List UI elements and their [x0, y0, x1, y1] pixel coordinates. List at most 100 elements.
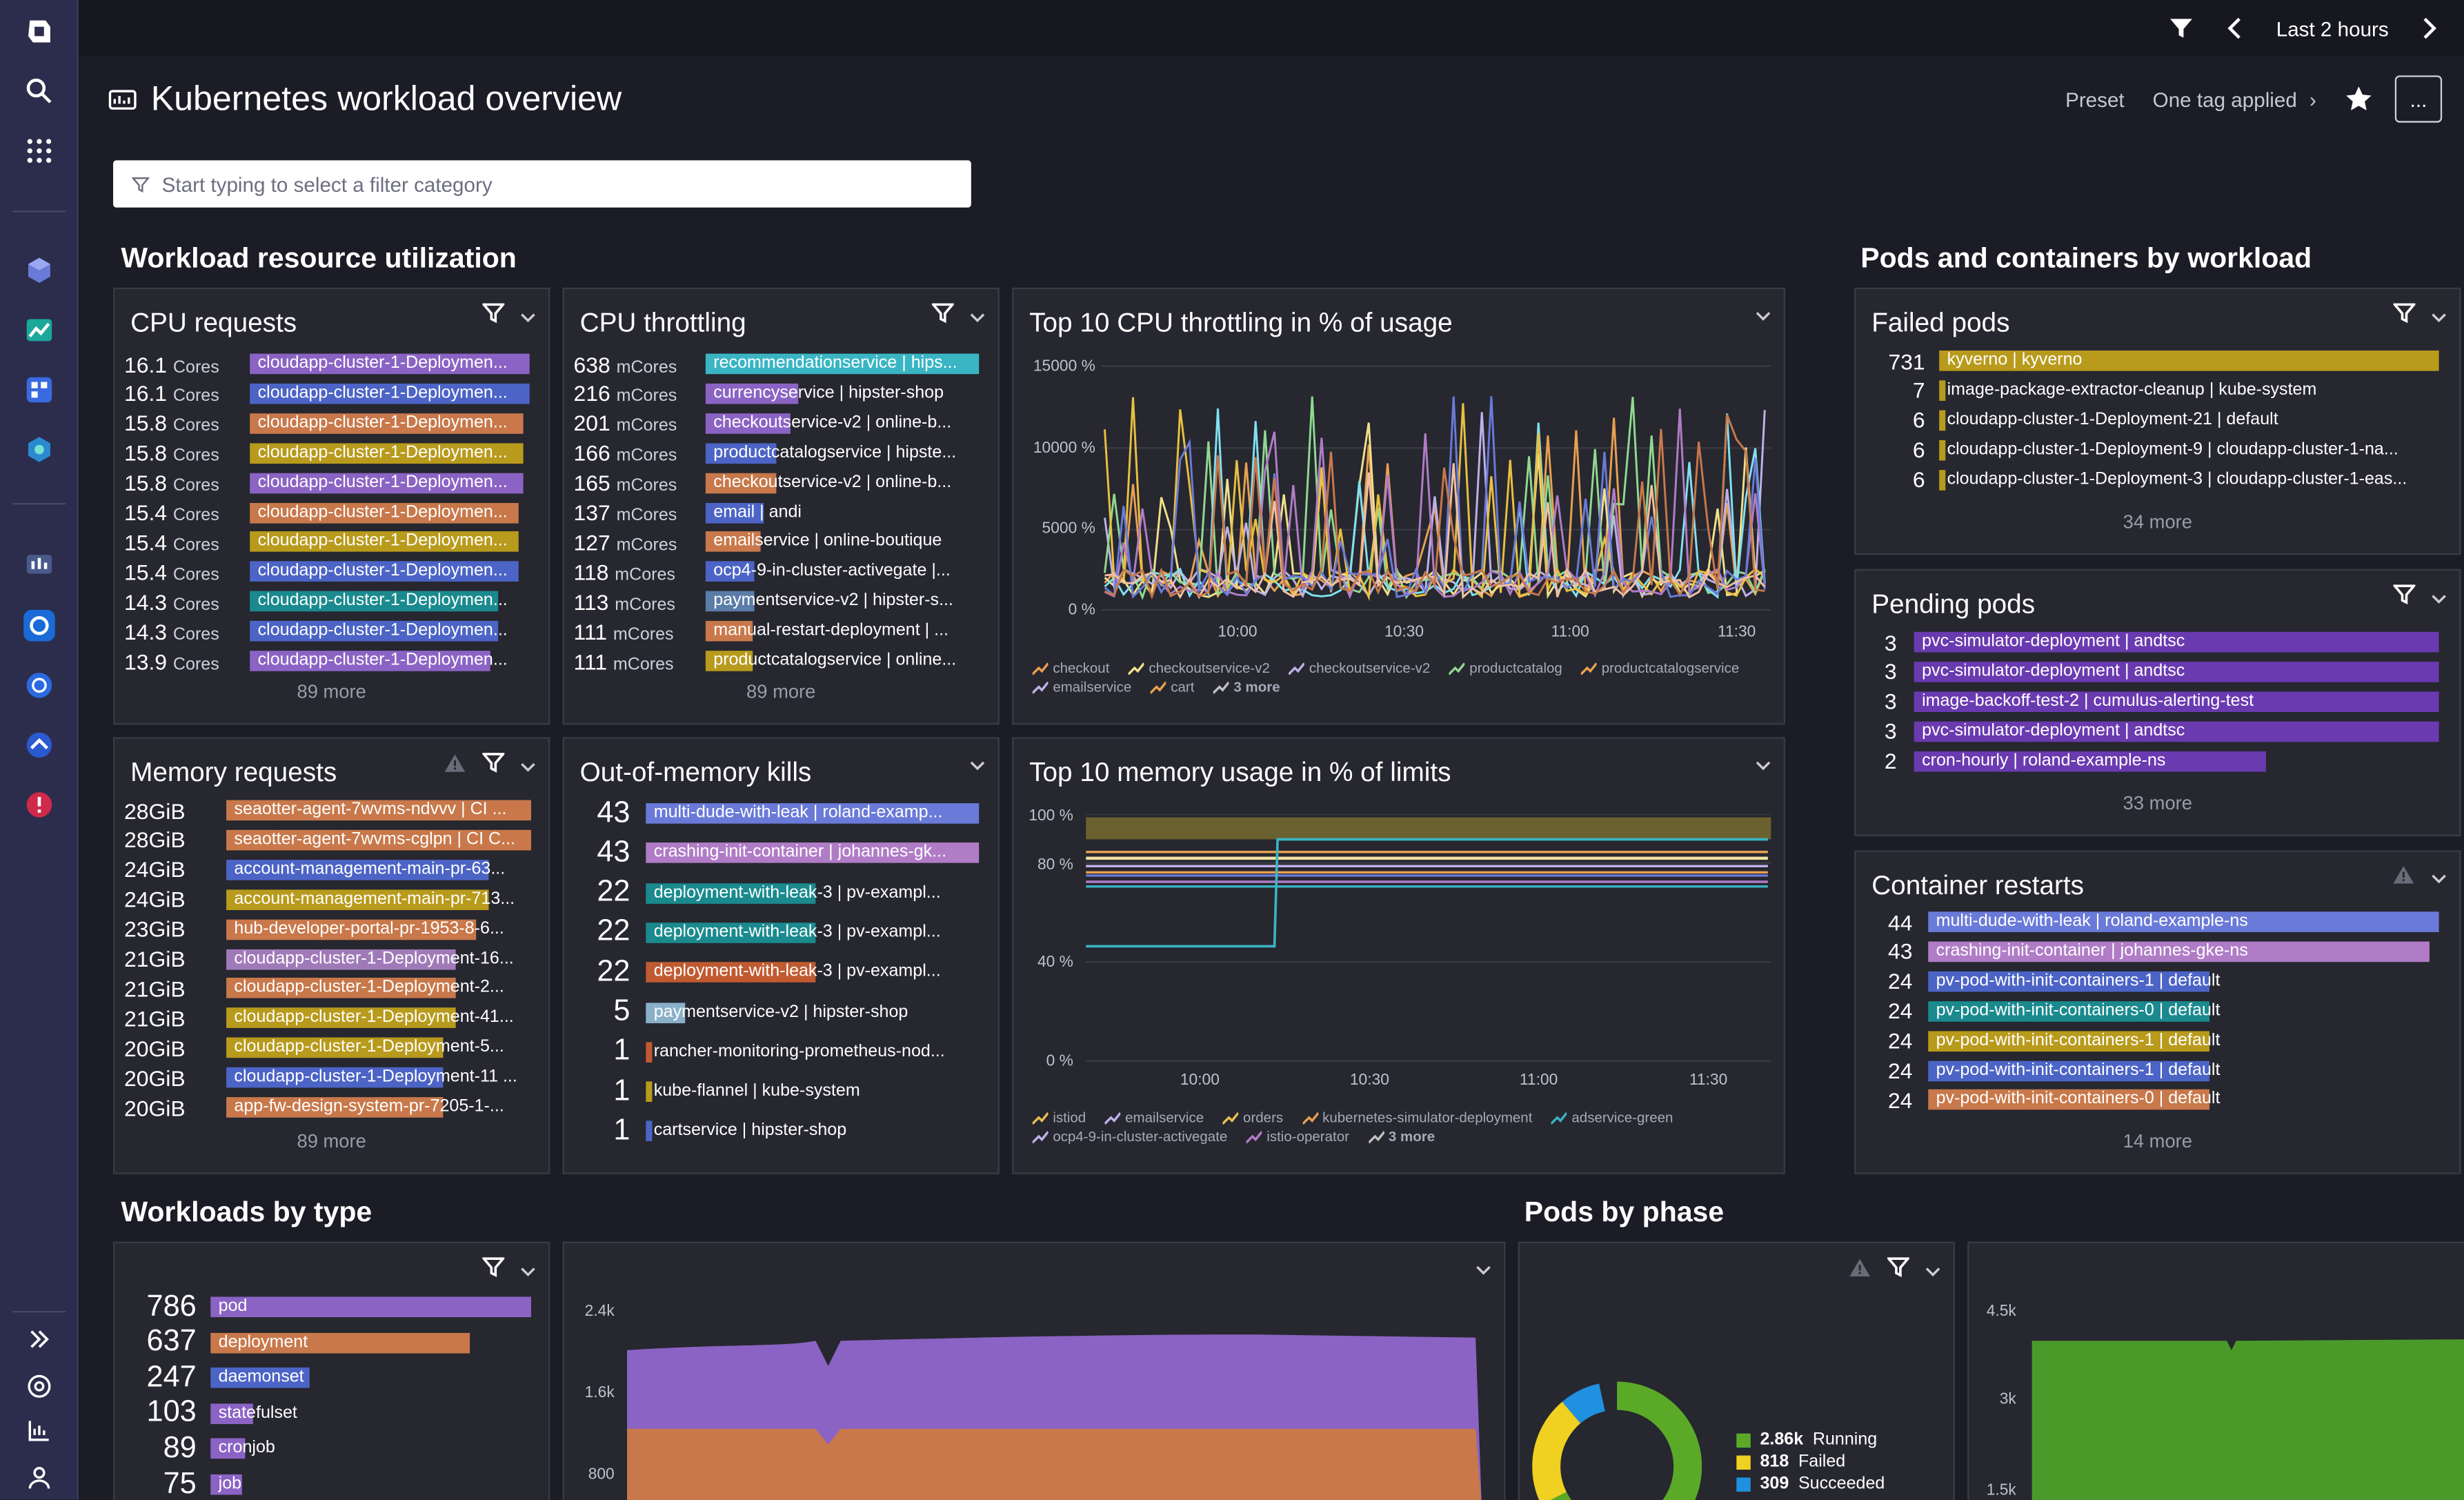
usage-icon[interactable]	[21, 1412, 59, 1450]
tag-filter-link[interactable]: One tag applied ›	[2153, 87, 2316, 110]
problems-app-icon[interactable]	[21, 786, 59, 824]
list-item[interactable]: 21GiB cloudapp-cluster-1-Deployment-41...	[115, 1003, 548, 1033]
more-link[interactable]: 89 more	[297, 1129, 366, 1152]
more-link[interactable]: 14 more	[2123, 1129, 2192, 1152]
tile-pending-pods[interactable]: Pending pods 3 pvc-simulator-deployment |…	[1854, 569, 2461, 836]
list-item[interactable]: 201 mCores checkoutservice-v2 | online-b.…	[564, 408, 998, 438]
filter-icon[interactable]	[481, 751, 506, 781]
list-item[interactable]: 3 pvc-simulator-deployment | andtsc	[1856, 716, 2459, 746]
list-item[interactable]: 731 kyverno | kyverno	[1856, 346, 2459, 375]
tile-workloads-by-type[interactable]: 786 pod 637 deployment 247 daemonset 103 statef…	[113, 1241, 550, 1500]
search-icon[interactable]	[21, 72, 59, 110]
chevron-down-icon[interactable]	[2431, 303, 2447, 331]
tile-top-cpu-throttling[interactable]: Top 10 CPU throttling in % of usage chec…	[1012, 287, 1785, 725]
helm-app-icon[interactable]	[21, 667, 59, 704]
list-item[interactable]: 43 multi-dude-with-leak | roland-examp...	[564, 796, 998, 829]
legend-item[interactable]: ocp4-9-in-cluster-activegate	[1032, 1129, 1227, 1144]
legend-item[interactable]: checkout	[1032, 660, 1109, 676]
list-item[interactable]: 22 deployment-with-leak-3 | pv-exampl...	[564, 916, 998, 949]
user-icon[interactable]	[21, 1459, 59, 1497]
legend-item[interactable]: emailservice	[1032, 679, 1131, 695]
tile-pods-area[interactable]: 4.5k 3k 1.5k	[1967, 1241, 2464, 1500]
help-icon[interactable]	[21, 1368, 59, 1405]
warning-icon[interactable]	[2392, 865, 2415, 893]
list-item[interactable]: 165 mCores checkoutservice-v2 | online-b.…	[564, 468, 998, 497]
list-item[interactable]: 22 deployment-with-leak-3 | pv-exampl...	[564, 876, 998, 909]
list-item[interactable]: 7 image-package-extractor-cleanup | kube-…	[1856, 375, 2459, 405]
timeframe-selector[interactable]: Last 2 hours	[2276, 16, 2389, 41]
monitor-app-icon[interactable]	[21, 547, 59, 585]
cpu-throttling-line-chart[interactable]	[1101, 365, 1771, 616]
list-item[interactable]: 6 cloudapp-cluster-1-Deployment-21 | defa…	[1856, 405, 2459, 435]
list-item[interactable]: 6 cloudapp-cluster-1-Deployment-9 | cloud…	[1856, 435, 2459, 464]
filter-icon[interactable]	[931, 302, 955, 331]
list-item[interactable]: 24GiB account-management-main-pr-713...	[115, 885, 548, 914]
more-link[interactable]: 89 more	[746, 680, 816, 703]
list-item[interactable]: 13.9 Cores cloudapp-cluster-1-Deploymen..…	[115, 646, 548, 675]
list-item[interactable]: 14.3 Cores cloudapp-cluster-1-Deploymen..…	[115, 586, 548, 616]
star-icon[interactable]	[2345, 85, 2373, 113]
list-item[interactable]: 21GiB cloudapp-cluster-1-Deployment-2...	[115, 974, 548, 1003]
chevron-left-icon[interactable]	[2226, 17, 2245, 39]
filter-input[interactable]: Start typing to select a filter category	[113, 160, 971, 208]
workloads-stacked-area[interactable]	[626, 1322, 1491, 1500]
list-item[interactable]: 786 pod	[115, 1290, 548, 1323]
globe-app-icon[interactable]	[21, 431, 59, 468]
filter-icon[interactable]	[1886, 1256, 1911, 1285]
chevron-down-icon[interactable]	[1925, 1256, 1941, 1285]
list-item[interactable]: 15.4 Cores cloudapp-cluster-1-Deploymen..…	[115, 557, 548, 586]
list-item[interactable]: 14.3 Cores cloudapp-cluster-1-Deploymen..…	[115, 616, 548, 646]
chevron-down-icon[interactable]	[2431, 865, 2447, 893]
legend-item[interactable]: adservice-green	[1551, 1109, 1673, 1125]
list-item[interactable]: 24 pv-pod-with-init-containers-1 | defaul…	[1856, 1056, 2459, 1085]
list-item[interactable]: 20GiB cloudapp-cluster-1-Deployment-11 ..…	[115, 1063, 548, 1092]
list-item[interactable]: 15.8 Cores cloudapp-cluster-1-Deploymen..…	[115, 468, 548, 497]
preset-label[interactable]: Preset	[2065, 87, 2125, 111]
legend-item[interactable]: emailservice	[1104, 1109, 1204, 1125]
list-item[interactable]: 15.8 Cores cloudapp-cluster-1-Deploymen..…	[115, 438, 548, 468]
list-item[interactable]: 111 mCores manual-restart-deployment | ..…	[564, 616, 998, 646]
list-item[interactable]: 247 daemonset	[115, 1361, 548, 1394]
legend-item[interactable]: 3 more	[1213, 679, 1280, 695]
list-item[interactable]: 43 crashing-init-container | johannes-gke…	[1856, 936, 2459, 966]
pods-stacked-area[interactable]	[2031, 1338, 2464, 1500]
list-item[interactable]: 166 mCores productcatalogservice | hipste…	[564, 438, 998, 468]
list-item[interactable]: 3 pvc-simulator-deployment | andtsc	[1856, 627, 2459, 657]
list-item[interactable]: 15.4 Cores cloudapp-cluster-1-Deploymen..…	[115, 497, 548, 527]
legend-item[interactable]: orders	[1222, 1109, 1283, 1125]
list-item[interactable]: 23GiB hub-developer-portal-pr-1953-8-6...	[115, 914, 548, 944]
chevron-down-icon[interactable]	[520, 1256, 536, 1285]
tile-top-memory[interactable]: Top 10 memory usage in % of limits 100 %…	[1012, 737, 1785, 1174]
legend-item[interactable]: istio-operator	[1246, 1129, 1349, 1144]
list-item[interactable]: 24 pv-pod-with-init-containers-1 | defaul…	[1856, 1026, 2459, 1056]
warning-icon[interactable]	[1848, 1256, 1871, 1285]
dynatrace-logo-icon[interactable]	[21, 12, 59, 50]
chart-app-icon[interactable]	[21, 311, 59, 349]
list-item[interactable]: 28GiB seaotter-agent-7wvms-cglpn | CI C..…	[115, 825, 548, 855]
filter-icon[interactable]	[481, 1256, 506, 1285]
apps-grid-icon[interactable]	[21, 132, 59, 170]
more-link[interactable]: 34 more	[2123, 511, 2192, 533]
chevron-right-icon[interactable]	[2420, 17, 2438, 39]
chevron-down-icon[interactable]	[970, 751, 986, 780]
expand-icon[interactable]	[21, 1321, 59, 1359]
filter-icon[interactable]	[2392, 583, 2417, 613]
list-item[interactable]: 20GiB app-fw-design-system-pr-7205-1-...	[115, 1092, 548, 1122]
list-item[interactable]: 22 deployment-with-leak-3 | pv-exampl...	[564, 955, 998, 988]
dashboard-app-icon[interactable]	[21, 371, 59, 409]
tile-failed-pods[interactable]: Failed pods 731 kyverno | kyverno 7 image-p…	[1854, 287, 2461, 555]
chevron-down-icon[interactable]	[1756, 751, 1771, 780]
list-item[interactable]: 75 job	[115, 1468, 548, 1500]
legend-item[interactable]: kubernetes-simulator-deployment	[1302, 1109, 1532, 1125]
legend-item[interactable]: checkoutservice-v2	[1128, 660, 1270, 676]
tile-cpu-throttling[interactable]: CPU throttling 638 mCores recommendations…	[562, 287, 1000, 725]
list-item[interactable]: 113 mCores paymentservice-v2 | hipster-s.…	[564, 586, 998, 616]
more-link[interactable]: 33 more	[2123, 792, 2192, 815]
chevron-down-icon[interactable]	[2431, 584, 2447, 612]
cube-app-icon[interactable]	[21, 251, 59, 289]
list-item[interactable]: 3 pvc-simulator-deployment | andtsc	[1856, 657, 2459, 687]
filter-icon[interactable]	[2392, 302, 2417, 331]
legend-item[interactable]: checkoutservice-v2	[1289, 660, 1430, 676]
list-item[interactable]: 2 cron-hourly | roland-example-ns	[1856, 746, 2459, 776]
chevron-down-icon[interactable]	[520, 752, 536, 780]
